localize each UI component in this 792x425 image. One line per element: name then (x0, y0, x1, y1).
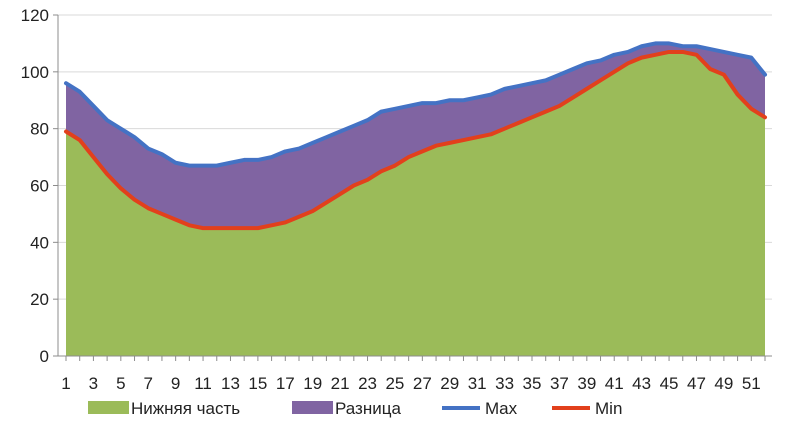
x-tick-label: 43 (632, 374, 651, 393)
area-series (66, 43, 765, 356)
x-tick-label: 31 (468, 374, 487, 393)
x-tick-label: 7 (144, 374, 153, 393)
y-tick-label: 40 (30, 233, 49, 252)
x-tick-label: 1 (61, 374, 70, 393)
x-tick-label: 5 (116, 374, 125, 393)
y-tick-label: 120 (21, 6, 49, 25)
axes (53, 14, 772, 361)
x-tick-label: 35 (523, 374, 542, 393)
area-series-1 (66, 51, 765, 356)
y-tick-label: 100 (21, 63, 49, 82)
x-tick-labels: 1 3 5 7 9 11 13 15 17 19 21 23 25 27 29 31 33 35 37 39 41 43 4… (61, 374, 760, 393)
legend: Нижняя часть Разница Max Min (88, 399, 622, 418)
x-tick-label: 47 (687, 374, 706, 393)
x-tick-label: 49 (714, 374, 733, 393)
x-tick-label: 21 (331, 374, 350, 393)
x-tick-label: 3 (89, 374, 98, 393)
x-tick-label: 19 (303, 374, 322, 393)
line-series-2 (64, 49, 767, 231)
x-tick-label: 23 (358, 374, 377, 393)
line-series (64, 41, 767, 231)
legend-label: Нижняя часть (131, 399, 240, 418)
x-tick-label: 29 (440, 374, 459, 393)
x-tick-label: 15 (248, 374, 267, 393)
x-tick-label: 37 (550, 374, 569, 393)
x-tick-label: 39 (577, 374, 596, 393)
x-tick-label: 27 (413, 374, 432, 393)
x-tick-label: 45 (660, 374, 679, 393)
x-tick-label: 33 (495, 374, 514, 393)
x-tick-label: 51 (742, 374, 761, 393)
area-series-2 (66, 43, 765, 229)
x-tick-label: 13 (221, 374, 240, 393)
y-tick-label: 80 (30, 120, 49, 139)
x-tick-label: 17 (276, 374, 295, 393)
y-tick-labels: 0 20 40 60 80 100 120 (21, 6, 49, 366)
x-tick-label: 41 (605, 374, 624, 393)
legend-label: Max (485, 399, 518, 418)
y-tick-label: 60 (30, 177, 49, 196)
legend-label: Разница (335, 399, 401, 418)
x-tick-label: 11 (194, 374, 212, 393)
legend-swatch (88, 401, 129, 414)
line-series-1 (64, 41, 767, 168)
legend-swatch (292, 401, 333, 414)
x-tick-label: 9 (171, 374, 180, 393)
legend-label: Min (595, 399, 622, 418)
x-tick-label: 25 (385, 374, 404, 393)
y-tick-label: 20 (30, 290, 49, 309)
y-tick-label: 0 (40, 347, 49, 366)
